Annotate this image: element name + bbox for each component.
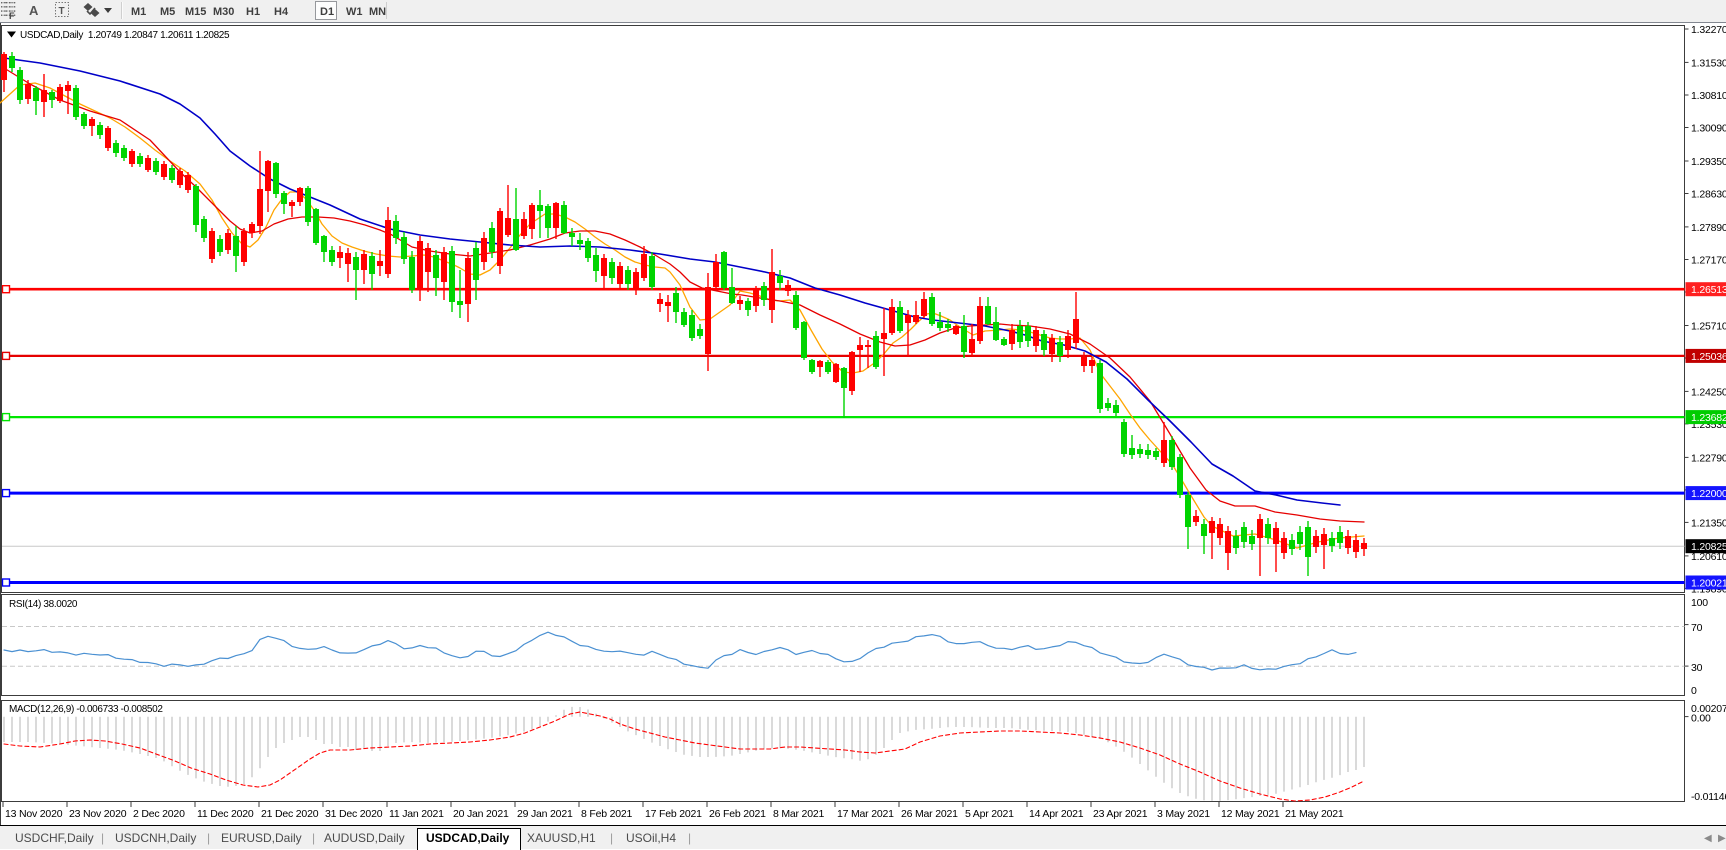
svg-text:A: A [29,3,39,18]
svg-text:1.32270: 1.32270 [1691,24,1726,36]
svg-text:MN: MN [369,6,386,18]
svg-text:11 Jan 2021: 11 Jan 2021 [389,808,444,820]
svg-text:13 Nov 2020: 13 Nov 2020 [5,808,63,820]
svg-text:31 Dec 2020: 31 Dec 2020 [325,808,383,820]
svg-text:1.25710: 1.25710 [1691,321,1726,333]
svg-text:W1: W1 [346,6,363,18]
svg-text:26 Feb 2021: 26 Feb 2021 [709,808,766,820]
svg-text:H1: H1 [246,6,260,18]
svg-text:1.24250: 1.24250 [1691,386,1726,398]
svg-text:MACD(12,26,9) -0.006733 -0.008: MACD(12,26,9) -0.006733 -0.008502 [9,704,163,715]
svg-text:14 Apr 2021: 14 Apr 2021 [1029,808,1084,820]
svg-text:1.21350: 1.21350 [1691,517,1726,529]
svg-text:D1: D1 [320,6,334,18]
svg-text:12 May 2021: 12 May 2021 [1221,808,1280,820]
svg-text:USDCAD,Daily 1.20749 1.20847: USDCAD,Daily 1.20749 1.20847 1.20611 1.2… [20,30,230,41]
svg-text:-0.011462: -0.011462 [1691,791,1726,803]
svg-text:1.31530: 1.31530 [1691,57,1726,69]
svg-text:2 Dec 2020: 2 Dec 2020 [133,808,185,820]
svg-text:T: T [59,6,65,17]
svg-text:1.26513: 1.26513 [1691,284,1726,296]
svg-text:17 Feb 2021: 17 Feb 2021 [645,808,702,820]
svg-text:0: 0 [1691,685,1697,697]
svg-text:70: 70 [1691,622,1703,634]
svg-text:1.27890: 1.27890 [1691,222,1726,234]
svg-text:20 Jan 2021: 20 Jan 2021 [453,808,509,820]
svg-text:F: F [9,11,15,21]
svg-text:1.22000: 1.22000 [1691,488,1726,500]
svg-text:1.29350: 1.29350 [1691,156,1726,168]
svg-text:23 Apr 2021: 23 Apr 2021 [1093,808,1148,820]
svg-text:29 Jan 2021: 29 Jan 2021 [517,808,573,820]
svg-text:11 Dec 2020: 11 Dec 2020 [197,808,254,820]
svg-text:100: 100 [1691,597,1708,609]
svg-text:3 May 2021: 3 May 2021 [1157,808,1210,820]
svg-text:8 Feb 2021: 8 Feb 2021 [581,808,632,820]
svg-text:21 May 2021: 21 May 2021 [1285,808,1344,820]
svg-text:M1: M1 [131,6,146,18]
svg-text:M5: M5 [160,6,175,18]
svg-text:1.28630: 1.28630 [1691,189,1726,201]
svg-text:M30: M30 [213,6,234,18]
svg-text:17 Mar 2021: 17 Mar 2021 [837,808,894,820]
svg-text:30: 30 [1691,662,1703,674]
svg-text:1.30810: 1.30810 [1691,90,1726,102]
svg-text:1.23682: 1.23682 [1691,412,1726,424]
svg-text:1.25036: 1.25036 [1691,351,1726,363]
svg-text:1.20021: 1.20021 [1691,578,1726,590]
svg-text:26 Mar 2021: 26 Mar 2021 [901,808,958,820]
svg-text:1.30090: 1.30090 [1691,123,1726,135]
svg-text:1.22790: 1.22790 [1691,452,1726,464]
svg-text:8 Mar 2021: 8 Mar 2021 [773,808,824,820]
svg-text:1.20825: 1.20825 [1691,541,1726,553]
svg-text:0.00: 0.00 [1691,713,1711,725]
svg-text:1.27170: 1.27170 [1691,255,1726,267]
svg-text:H4: H4 [274,6,289,18]
svg-text:RSI(14) 38.0020: RSI(14) 38.0020 [9,599,78,610]
svg-text:21 Dec 2020: 21 Dec 2020 [261,808,319,820]
svg-text:M15: M15 [185,6,206,18]
svg-text:23 Nov 2020: 23 Nov 2020 [69,808,127,820]
svg-text:5 Apr 2021: 5 Apr 2021 [965,808,1014,820]
